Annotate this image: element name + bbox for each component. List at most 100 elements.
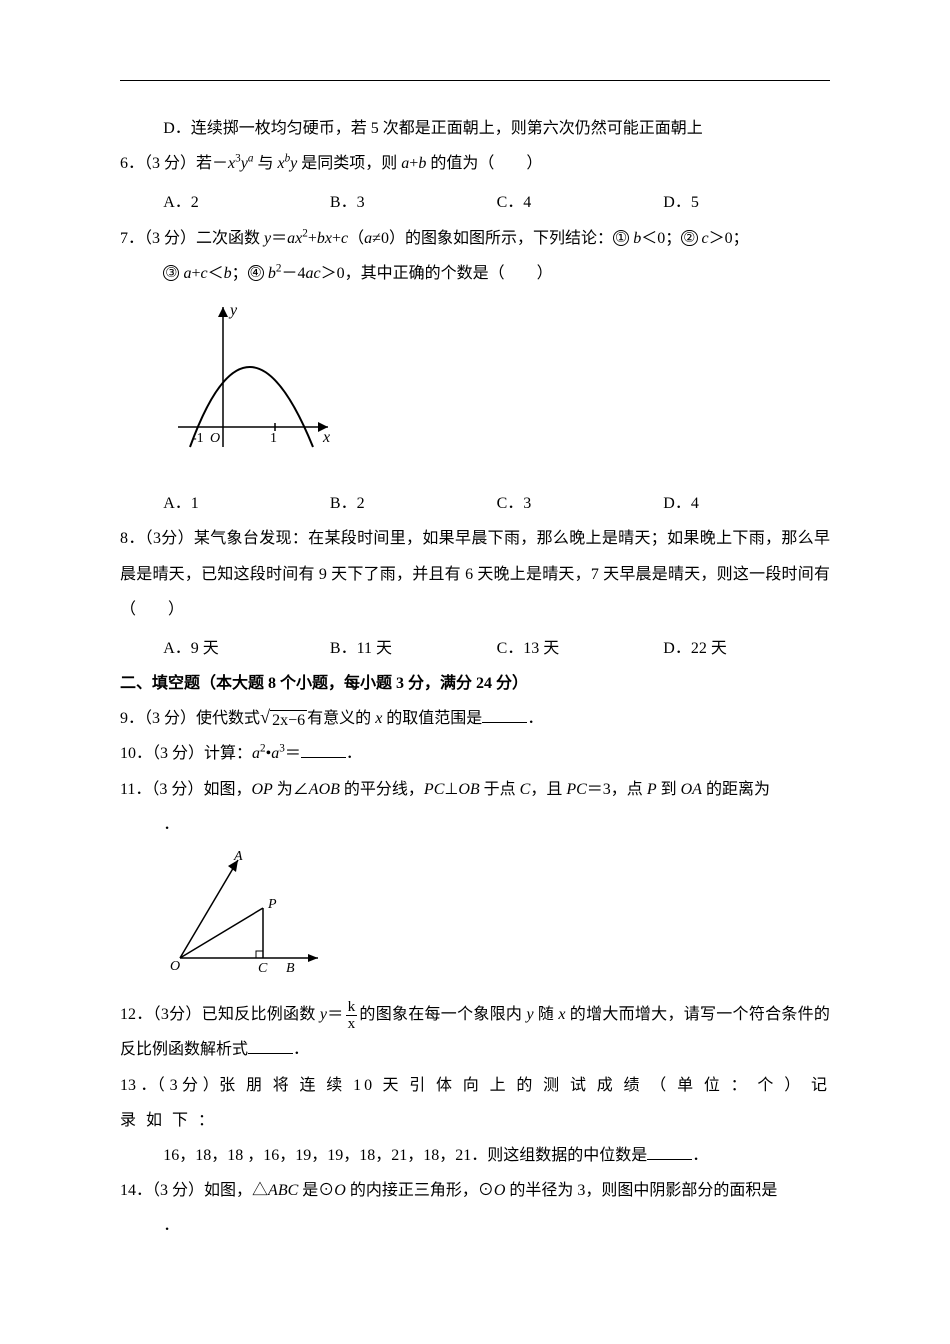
q11-mid1: 为∠ (273, 781, 309, 798)
q9-stem-a: 使代数式 (196, 710, 260, 727)
q13-blank (647, 1143, 692, 1160)
q7-svg: -1 1 O x y (168, 297, 338, 467)
q6-num: 6． (120, 155, 144, 172)
q11-PC: PC (424, 781, 444, 798)
q11-P: P (647, 781, 657, 798)
q8-opt-d: D．22 天 (663, 631, 830, 666)
q11-stem-a: 如图， (203, 781, 251, 798)
q6-stem-a: 若－ (196, 155, 228, 172)
q7-pc: + (332, 230, 341, 247)
q11-perp: ⊥ (444, 781, 458, 798)
q12-frac: kx (346, 999, 358, 1032)
q6-opt-b: B．3 (330, 185, 497, 220)
q14-stem-a: 如图，△ (204, 1182, 268, 1199)
q7-opt-d: D．4 (663, 486, 830, 521)
q12-stem-b: 的图象在每一个象限内 (359, 1006, 526, 1023)
q7-c2: ② (681, 230, 697, 246)
q7-s2b: ＞0； (709, 230, 749, 247)
top-rule (120, 80, 830, 81)
q12-num: 12． (120, 1006, 153, 1023)
q9-sqrt: √2x−6 (260, 708, 307, 730)
q10-blank (301, 741, 346, 758)
q13-pts: （ 3 分 ） (157, 1077, 219, 1094)
q7: 7．（3 分）二次函数 y＝ax2+bx+c（a≠0）的图象如图所示，下列结论：… (120, 221, 830, 256)
q7-options: A．1 B．2 C．3 D．4 (120, 486, 830, 521)
section2-title: 二、填空题（本大题 8 个小题，每小题 3 分，满分 24 分） (120, 666, 830, 701)
q6-y1: y (241, 155, 248, 172)
q12-num-k: k (346, 999, 358, 1016)
q13-stem: 张 朋 将 连 续 10 天 引 体 向 上 的 测 试 成 绩 （ 单 位 ：… (120, 1077, 830, 1129)
q8-stem: 某气象台发现：在某段时间里，如果早晨下雨，那么晚上是晴天；如果晚上下雨，那么早晨… (120, 530, 830, 617)
q11-pts: （3 分） (151, 781, 203, 798)
q9-period: ． (527, 710, 543, 727)
q7-pl: + (308, 230, 317, 247)
q8-opt-a: A．9 天 (163, 631, 330, 666)
q11-tail: 的距离为 (702, 781, 770, 798)
q12-period: ． (293, 1041, 309, 1058)
q12-y2: y (526, 1006, 533, 1023)
opt-d-text: 连续掷一枚均匀硬币，若 5 次都是正面朝上，则第六次仍然可能正面朝上 (191, 120, 703, 137)
q7-s4ac: ac (306, 265, 321, 282)
q9-num: 9． (120, 710, 144, 727)
opt-d-label: D． (163, 120, 191, 137)
q7-tick-m1: -1 (192, 431, 204, 446)
q6-opt-c: C．4 (497, 185, 664, 220)
q10-stem-a: 计算： (204, 745, 252, 762)
q7-s3semi: ； (232, 265, 248, 282)
q14-answer-dot: ． (163, 1218, 179, 1234)
q13-data-text: 16，18，18 ，16，19，19，18，21，18，21．则这组数据的中位数… (163, 1147, 647, 1164)
q14-pts: （3 分） (152, 1182, 204, 1199)
q10-num: 10． (120, 745, 152, 762)
q6-tail: 的值为（ ） (426, 155, 542, 172)
q7-s3c: c (200, 265, 207, 282)
q7-opt-a: A．1 (163, 486, 330, 521)
q7-x: x (325, 230, 332, 247)
q14: 14．（3 分）如图，△ABC 是⊙O 的内接正三角形，⊙O 的半径为 3，则图… (120, 1173, 830, 1208)
q7-stem-a: 二次函数 (196, 230, 264, 247)
q7-a: a (287, 230, 295, 247)
q8-num: 8． (120, 530, 145, 547)
q6-options: A．2 B．3 C．4 D．5 (120, 185, 830, 220)
q13: 13 ．（ 3 分 ）张 朋 将 连 续 10 天 引 体 向 上 的 测 试 … (120, 1068, 830, 1138)
q6: 6．（3 分）若－x3ya 与 xby 是同类项，则 a+b 的值为（ ） (120, 146, 830, 181)
q7-O: O (210, 431, 220, 446)
q7-s1b: ＜0； (641, 230, 681, 247)
q8: 8．（3分）某气象台发现：在某段时间里，如果早晨下雨，那么晚上是晴天；如果晚上下… (120, 521, 830, 627)
q10-eq: ＝ (285, 745, 301, 762)
q14-O2: O (494, 1182, 506, 1199)
q7-ylab: y (228, 302, 238, 319)
q11-num: 11． (120, 781, 151, 798)
q11-eq3: ＝3，点 (587, 781, 647, 798)
q11-answer-dot: ． (163, 817, 179, 833)
q7-xlab: x (322, 429, 330, 446)
q6-mid2: 是同类项，则 (297, 155, 401, 172)
q11-Olab: O (170, 959, 180, 974)
q7-ne: ≠0）的图象如图所示，下列结论： (372, 230, 613, 247)
q11-mid2: 的平分线， (340, 781, 424, 798)
q6-x2: x (277, 155, 284, 172)
q8-opt-b: B．11 天 (330, 631, 497, 666)
q11-AOB: AOB (309, 781, 340, 798)
q6-opt-d: D．5 (663, 185, 830, 220)
q7-a2: a (364, 230, 372, 247)
q6-mid1: 与 (253, 155, 277, 172)
q11-OB: OB (458, 781, 479, 798)
q7-eq: ＝ (271, 230, 287, 247)
q7-line2: ③ a+c＜b；④ b2－4ac＞0，其中正确的个数是（ ） (120, 256, 830, 291)
q14-tail: 的半径为 3，则图中阴影部分的面积是 (505, 1182, 777, 1199)
q11-A: A (233, 849, 243, 864)
q9-stem-b: 有意义的 (307, 710, 375, 727)
q7-s3a: a (179, 265, 191, 282)
q11-Blab: B (286, 961, 295, 976)
q7-s4a: b (264, 265, 276, 282)
q10: 10．（3 分）计算：a2•a3＝． (120, 736, 830, 771)
q14-num: 14． (120, 1182, 152, 1199)
q9: 9．（3 分）使代数式√2x−6有意义的 x 的取值范围是． (120, 701, 830, 736)
q8-pts: （3分） (145, 530, 194, 547)
q7-opt-b: B．2 (330, 486, 497, 521)
q14-O1: O (334, 1182, 346, 1199)
q12-x2: x (558, 1006, 565, 1023)
q9-rad-arg: 2x−6 (270, 710, 307, 730)
q11-OA: OA (681, 781, 702, 798)
q10-a1: a (252, 745, 260, 762)
